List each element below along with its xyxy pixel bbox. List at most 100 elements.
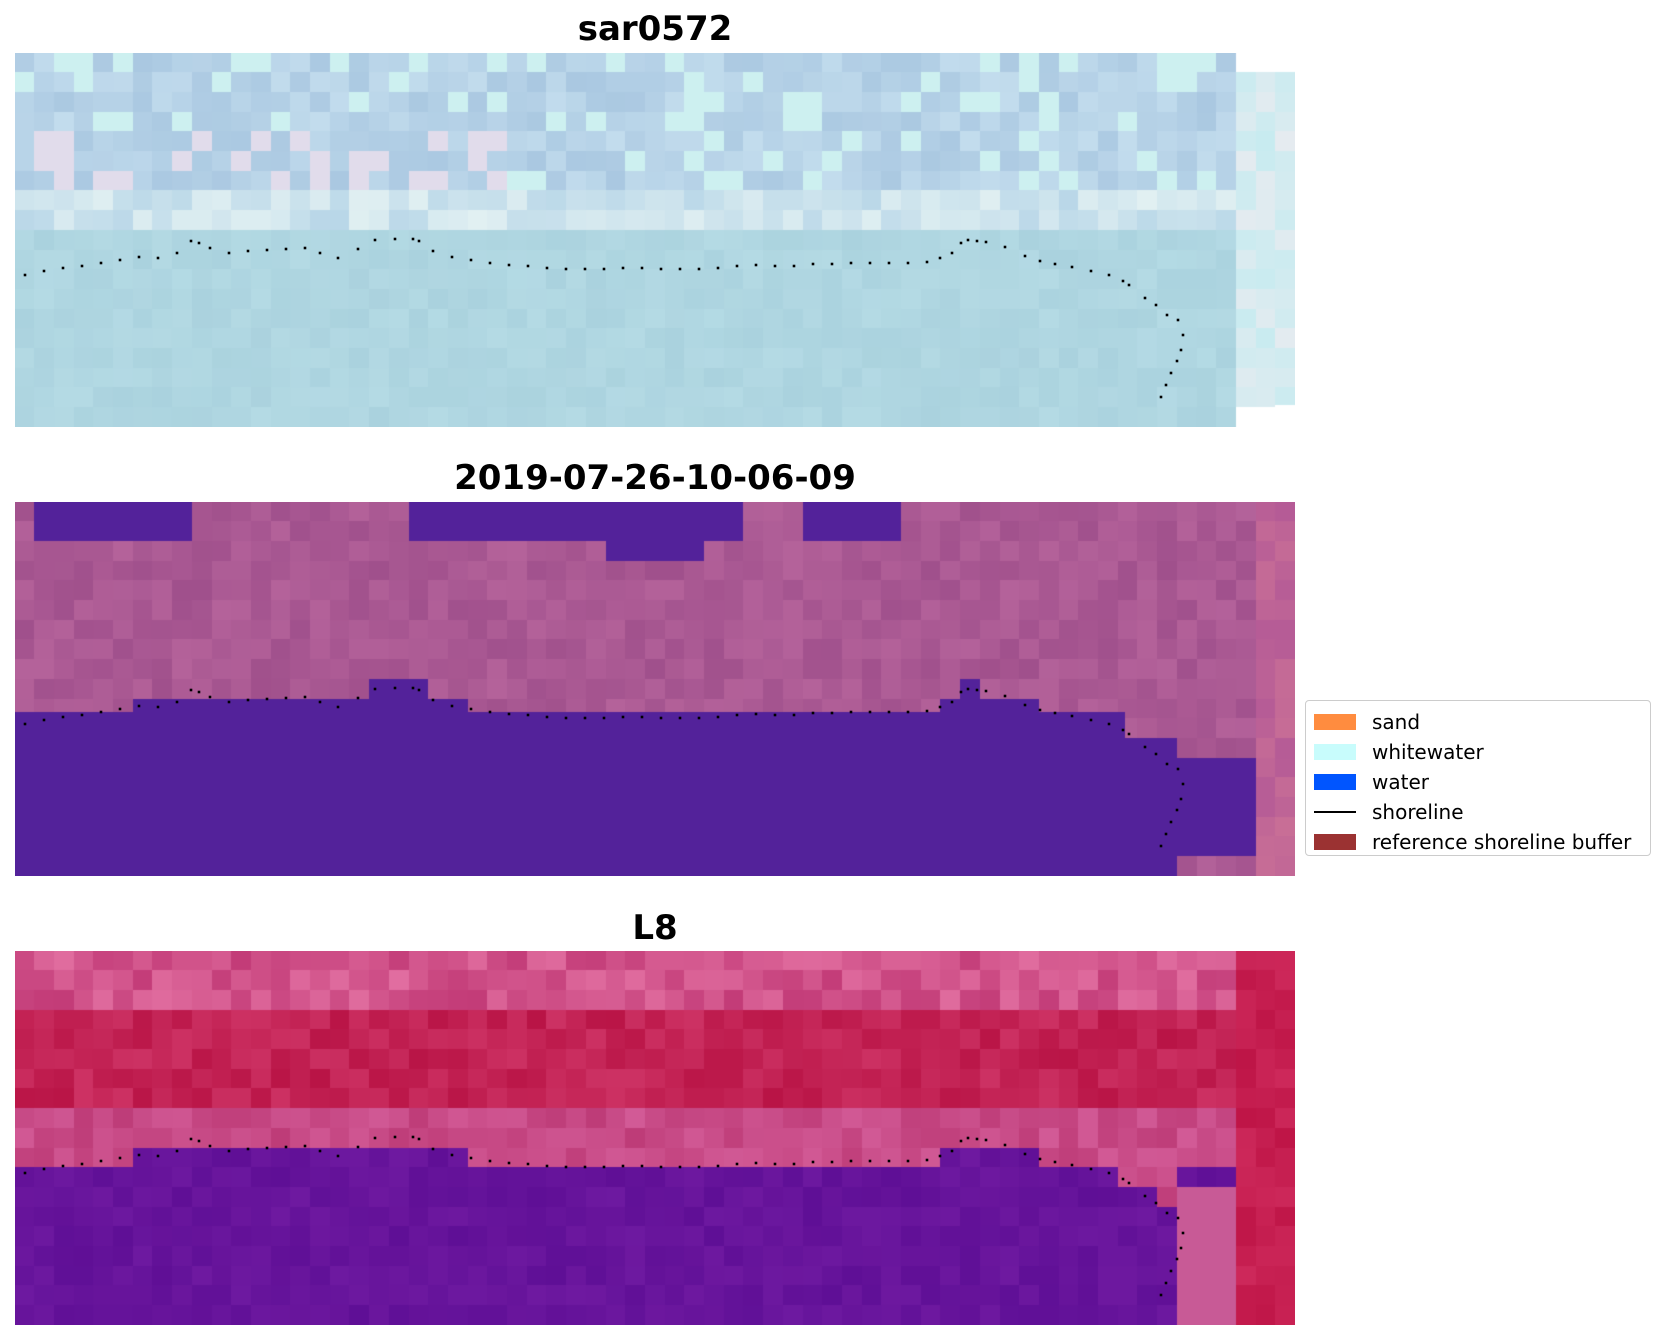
shoreline-point [1003,1143,1007,1147]
shoreline-point [735,1162,739,1166]
shoreline-point [1164,1281,1168,1285]
shoreline-swatch [1314,811,1356,813]
shoreline-point [1143,1194,1147,1198]
shoreline-point [118,1156,122,1160]
shoreline-point [545,715,549,719]
shoreline-point [925,1158,929,1162]
shoreline-point [830,711,834,715]
shoreline-point [1143,745,1147,749]
shoreline-point [984,240,988,244]
shoreline-point [488,710,492,714]
shoreline-point [431,698,435,702]
shoreline-point [773,1162,777,1166]
shoreline-point [1127,732,1131,736]
shoreline-point [336,1154,340,1158]
shoreline-point [80,1162,84,1166]
shoreline-point [678,716,682,720]
shoreline-point [1164,832,1168,836]
shoreline-point [284,247,288,251]
shoreline-point [621,1164,625,1168]
shoreline-point [716,715,720,719]
shoreline-point [189,239,193,243]
shoreline-point [356,696,360,700]
shoreline-point [602,267,606,271]
shoreline-point [1023,254,1027,258]
shoreline-point [469,707,473,711]
shoreline-point [1181,782,1185,786]
shoreline-point [318,251,322,255]
classified-image-canvas [15,502,1295,876]
shoreline-point [545,1164,549,1168]
shoreline-point [42,269,46,273]
shoreline-point [1038,259,1042,263]
shoreline-point [175,1149,179,1153]
shoreline-point [1121,279,1125,283]
shoreline-point [469,1156,473,1160]
shoreline-point [99,710,103,714]
shoreline-point [950,1149,954,1153]
shoreline-points-sar [23,237,1185,399]
shoreline-point [265,248,269,252]
panel-classified-image [15,502,1295,876]
shoreline-point [1181,1231,1185,1235]
legend-item-reference-shoreline-buffer: reference shoreline buffer [1314,827,1642,857]
shoreline-point [1175,808,1179,812]
shoreline-point [318,700,322,704]
shoreline-point [925,260,929,264]
shoreline-point [137,255,141,259]
shoreline-point [602,1165,606,1169]
shoreline-point [373,687,377,691]
shoreline-point [189,1137,193,1141]
legend: sand whitewater water shoreline referenc… [1305,700,1651,856]
shoreline-point [356,247,360,251]
shoreline-point [811,1160,815,1164]
shoreline-point [906,261,910,265]
shoreline-point [265,1146,269,1150]
shoreline-points-l8 [23,1135,1185,1297]
shoreline-point [966,687,970,691]
shoreline-point [227,251,231,255]
shoreline-point [830,1160,834,1164]
shoreline-point [754,1161,758,1165]
shoreline-point [42,718,46,722]
shoreline-point [1107,722,1111,726]
panel-l8-image [15,951,1295,1325]
title-panel-3: L8 [632,908,678,948]
shoreline-point [80,713,84,717]
shoreline-point [431,1147,435,1151]
shoreline-point [1175,1257,1179,1261]
shoreline-point [1003,694,1007,698]
shoreline-point [1070,265,1074,269]
shoreline-point [488,261,492,265]
shoreline-point [137,704,141,708]
shoreline-point [1053,262,1057,266]
shoreline-point [754,263,758,267]
shoreline-point [197,241,201,245]
shoreline-point [284,1145,288,1149]
shoreline-point [754,712,758,716]
shoreline-point [227,700,231,704]
shoreline-point [1165,313,1169,317]
shoreline-point [564,716,568,720]
shoreline-point [830,262,834,266]
l8-image-canvas [15,951,1295,1325]
shoreline-point [621,266,625,270]
shoreline-point [265,697,269,701]
shoreline-point [1127,1181,1131,1185]
shoreline-point [1176,767,1180,771]
shoreline-point [1164,383,1168,387]
shoreline-point [507,263,511,267]
shoreline-point [564,1165,568,1169]
shoreline-point [507,1161,511,1165]
legend-item-whitewater: whitewater [1314,737,1642,767]
shoreline-point [411,686,415,690]
shoreline-point [697,1165,701,1169]
shoreline-point [99,261,103,265]
shoreline-point [1023,1152,1027,1156]
shoreline-point [208,695,212,699]
shoreline-point [1154,1201,1158,1205]
shoreline-point [640,266,644,270]
shoreline-point [966,1136,970,1140]
legend-item-shoreline: shoreline [1314,797,1642,827]
shoreline-point [246,1147,250,1151]
